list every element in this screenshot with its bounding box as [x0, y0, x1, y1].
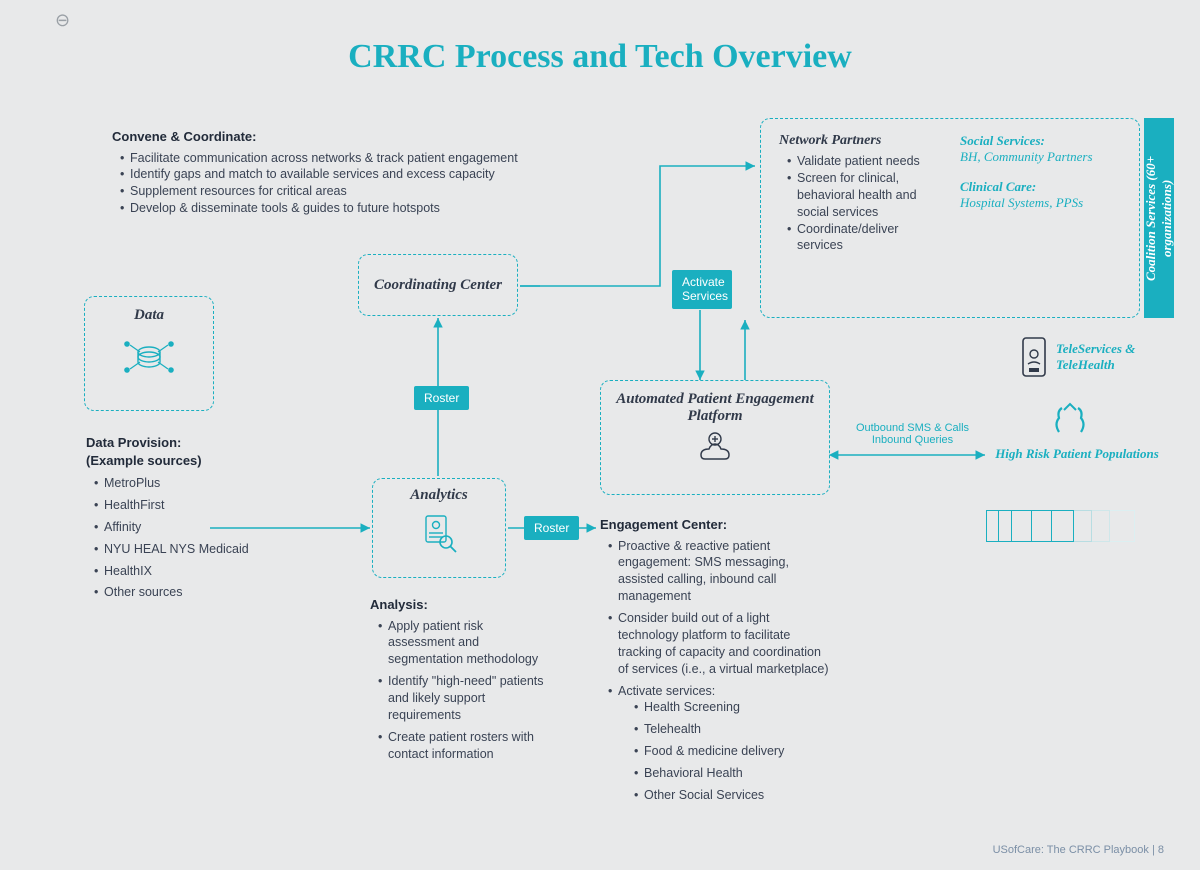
coordinating-center-box: Coordinating Center	[358, 254, 518, 316]
data-box: Data	[84, 296, 214, 411]
box-cell	[1052, 510, 1074, 542]
list-item: NYU HEAL NYS Medicaid	[94, 541, 266, 558]
list-item: MetroPlus	[94, 475, 266, 492]
engagement-heading: Engagement Center:	[600, 516, 832, 534]
page-title: CRRC Process and Tech Overview	[0, 38, 1200, 76]
list-item: Other sources	[94, 584, 266, 601]
sublist-item: Food & medicine delivery	[634, 743, 832, 760]
platform-label: Automated Patient Engagement Platform	[601, 381, 829, 425]
outbound-text: Outbound SMS & Calls Inbound Queries	[840, 422, 985, 446]
box-cell-faded	[1092, 510, 1110, 542]
social-services-body: BH, Community Partners	[960, 149, 1121, 165]
list-item: Apply patient risk assessment and segmen…	[378, 618, 550, 669]
capacity-boxes	[986, 510, 1135, 542]
smartphone-icon	[1020, 336, 1048, 378]
list-item: HealthIX	[94, 563, 266, 580]
footer-text: USofCare: The CRRC Playbook | 8	[993, 844, 1164, 856]
platform-box: Automated Patient Engagement Platform	[600, 380, 830, 495]
list-item: Screen for clinical, behavioral health a…	[787, 170, 940, 221]
data-box-label: Data	[85, 297, 213, 324]
list-item: Create patient rosters with contact info…	[378, 729, 550, 763]
box-cell-faded	[1110, 510, 1135, 542]
list-item: Consider build out of a light technology…	[608, 610, 832, 678]
convene-heading: Convene & Coordinate:	[112, 128, 592, 146]
box-cell	[1012, 510, 1032, 542]
clinical-care-body: Hospital Systems, PPSs	[960, 195, 1121, 211]
activate-label: Activate Services	[672, 270, 732, 309]
list-item: Affinity	[94, 519, 266, 536]
coalition-box: Network Partners Validate patient needs …	[760, 118, 1140, 318]
coalition-services-block: Coalition Services (60+ organizations)	[1144, 118, 1174, 318]
analytics-label: Analytics	[373, 479, 505, 504]
box-cell	[1032, 510, 1052, 542]
roster-label-1: Roster	[414, 386, 469, 410]
data-provision-block: Data Provision: (Example sources) MetroP…	[86, 434, 266, 606]
list-item: Activate services: Health Screening Tele…	[608, 683, 832, 804]
box-cell-faded	[1074, 510, 1092, 542]
box-cell	[999, 510, 1012, 542]
box-cell	[986, 510, 999, 542]
network-partners-list: Validate patient needs Screen for clinic…	[779, 153, 940, 254]
phone-medical-icon	[693, 429, 737, 467]
list-item: Identify "high-need" patients and likely…	[378, 673, 550, 724]
list-item-text: Activate services:	[618, 684, 715, 698]
list-item: HealthFirst	[94, 497, 266, 514]
analysis-block: Analysis: Apply patient risk assessment …	[370, 596, 550, 768]
network-partners-heading: Network Partners	[779, 133, 940, 149]
convene-item: Supplement resources for critical areas	[120, 183, 592, 200]
teleservices-label: TeleServices & TeleHealth	[1056, 341, 1166, 373]
analytics-box: Analytics	[372, 478, 506, 578]
analysis-list: Apply patient risk assessment and segmen…	[370, 618, 550, 763]
database-network-icon	[119, 332, 179, 382]
convene-item: Develop & disseminate tools & guides to …	[120, 200, 592, 217]
data-provision-list: MetroPlus HealthFirst Affinity NYU HEAL …	[86, 475, 266, 601]
analytics-icon	[416, 510, 462, 556]
zoom-out-icon[interactable]: ⊖	[55, 10, 70, 31]
list-item: Coordinate/deliver services	[787, 221, 940, 255]
services-sublist: Health Screening Telehealth Food & medic…	[618, 699, 832, 803]
engagement-list: Proactive & reactive patient engagement:…	[600, 538, 832, 804]
sublist-item: Health Screening	[634, 699, 832, 716]
teleservices-block: TeleServices & TeleHealth	[1020, 336, 1166, 378]
convene-list: Facilitate communication across networks…	[112, 150, 592, 218]
list-item: Proactive & reactive patient engagement:…	[608, 538, 832, 606]
coordinating-label: Coordinating Center	[374, 277, 502, 294]
convene-block: Convene & Coordinate: Facilitate communi…	[112, 128, 592, 217]
sublist-item: Other Social Services	[634, 787, 832, 804]
people-icon	[1050, 402, 1090, 438]
sublist-item: Telehealth	[634, 721, 832, 738]
data-provision-heading: Data Provision:	[86, 434, 266, 452]
data-provision-sub: (Example sources)	[86, 452, 266, 470]
engagement-block: Engagement Center: Proactive & reactive …	[600, 516, 832, 809]
convene-item: Identify gaps and match to available ser…	[120, 166, 592, 183]
sublist-item: Behavioral Health	[634, 765, 832, 782]
roster-label-2: Roster	[524, 516, 579, 540]
network-partners-block: Network Partners Validate patient needs …	[779, 133, 940, 254]
social-services-heading: Social Services:	[960, 133, 1121, 149]
clinical-care-heading: Clinical Care:	[960, 179, 1121, 195]
analysis-heading: Analysis:	[370, 596, 550, 614]
services-block: Social Services: BH, Community Partners …	[960, 133, 1121, 254]
high-risk-label: High Risk Patient Populations	[992, 446, 1162, 462]
list-item: Validate patient needs	[787, 153, 940, 170]
convene-item: Facilitate communication across networks…	[120, 150, 592, 167]
